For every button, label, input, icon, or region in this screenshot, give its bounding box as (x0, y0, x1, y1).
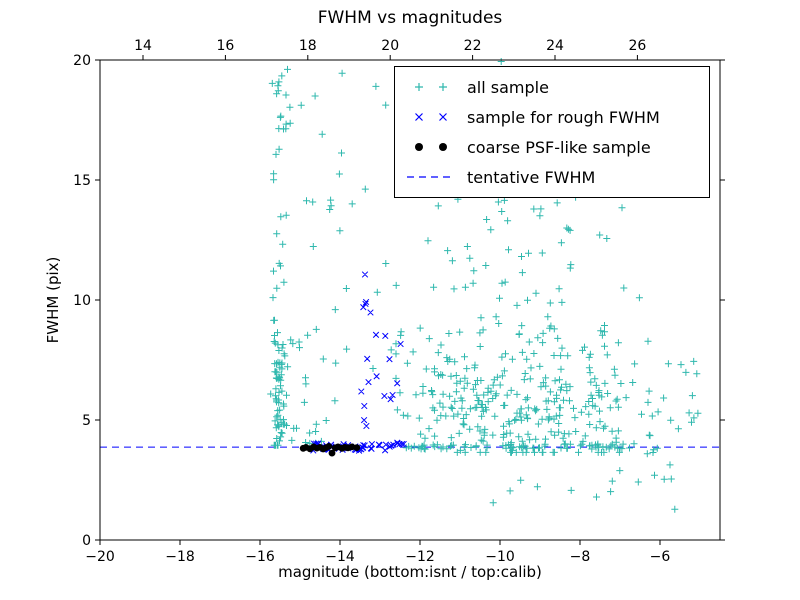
top-tick-label: 22 (464, 38, 482, 54)
x-axis-label: magnitude (bottom:isnt / top:calib) (278, 563, 542, 581)
x-tick-label: −6 (650, 549, 671, 565)
y-tick-label: 0 (82, 533, 91, 549)
x-tick-label: −20 (85, 549, 115, 565)
legend: all sample sample for rough FWHM coarse PS… (394, 66, 710, 198)
x-legend-marker-icon (415, 113, 447, 121)
x-tick-label: −12 (405, 549, 435, 565)
series-coarse-psf (299, 443, 361, 457)
legend-label: sample for rough FWHM (467, 107, 660, 127)
legend-label: tentative FWHM (467, 167, 596, 187)
y-tick-label: 10 (73, 293, 91, 309)
legend-entry: all sample (403, 72, 701, 102)
top-tick-label: 26 (628, 38, 646, 54)
legend-entry: tentative FWHM (403, 162, 701, 192)
top-tick-label: 16 (216, 38, 234, 54)
legend-entry: coarse PSF-like sample (403, 132, 701, 162)
x-tick-label: −16 (245, 549, 275, 565)
top-tick-label: 20 (381, 38, 399, 54)
y-tick-label: 20 (73, 53, 91, 69)
y-tick-label: 15 (73, 173, 91, 189)
dot-legend-marker-icon (415, 143, 447, 151)
top-tick-label: 18 (299, 38, 317, 54)
dashed-legend-marker-icon (407, 176, 453, 178)
chart-title: FWHM vs magnitudes (317, 8, 503, 28)
y-axis-label: FWHM (pix) (44, 256, 62, 344)
legend-entry: sample for rough FWHM (403, 102, 701, 132)
y-tick-label: 5 (82, 413, 91, 429)
top-tick-label: 24 (546, 38, 564, 54)
legend-label: coarse PSF-like sample (467, 137, 651, 157)
x-tick-label: −18 (165, 549, 195, 565)
top-tick-label: 14 (134, 38, 152, 54)
x-tick-label: −8 (570, 549, 591, 565)
series-rough-fwhm (310, 271, 407, 454)
x-tick-label: −14 (325, 549, 355, 565)
legend-label: all sample (467, 77, 549, 97)
plus-legend-marker-icon (415, 83, 447, 91)
x-tick-label: −10 (485, 549, 515, 565)
